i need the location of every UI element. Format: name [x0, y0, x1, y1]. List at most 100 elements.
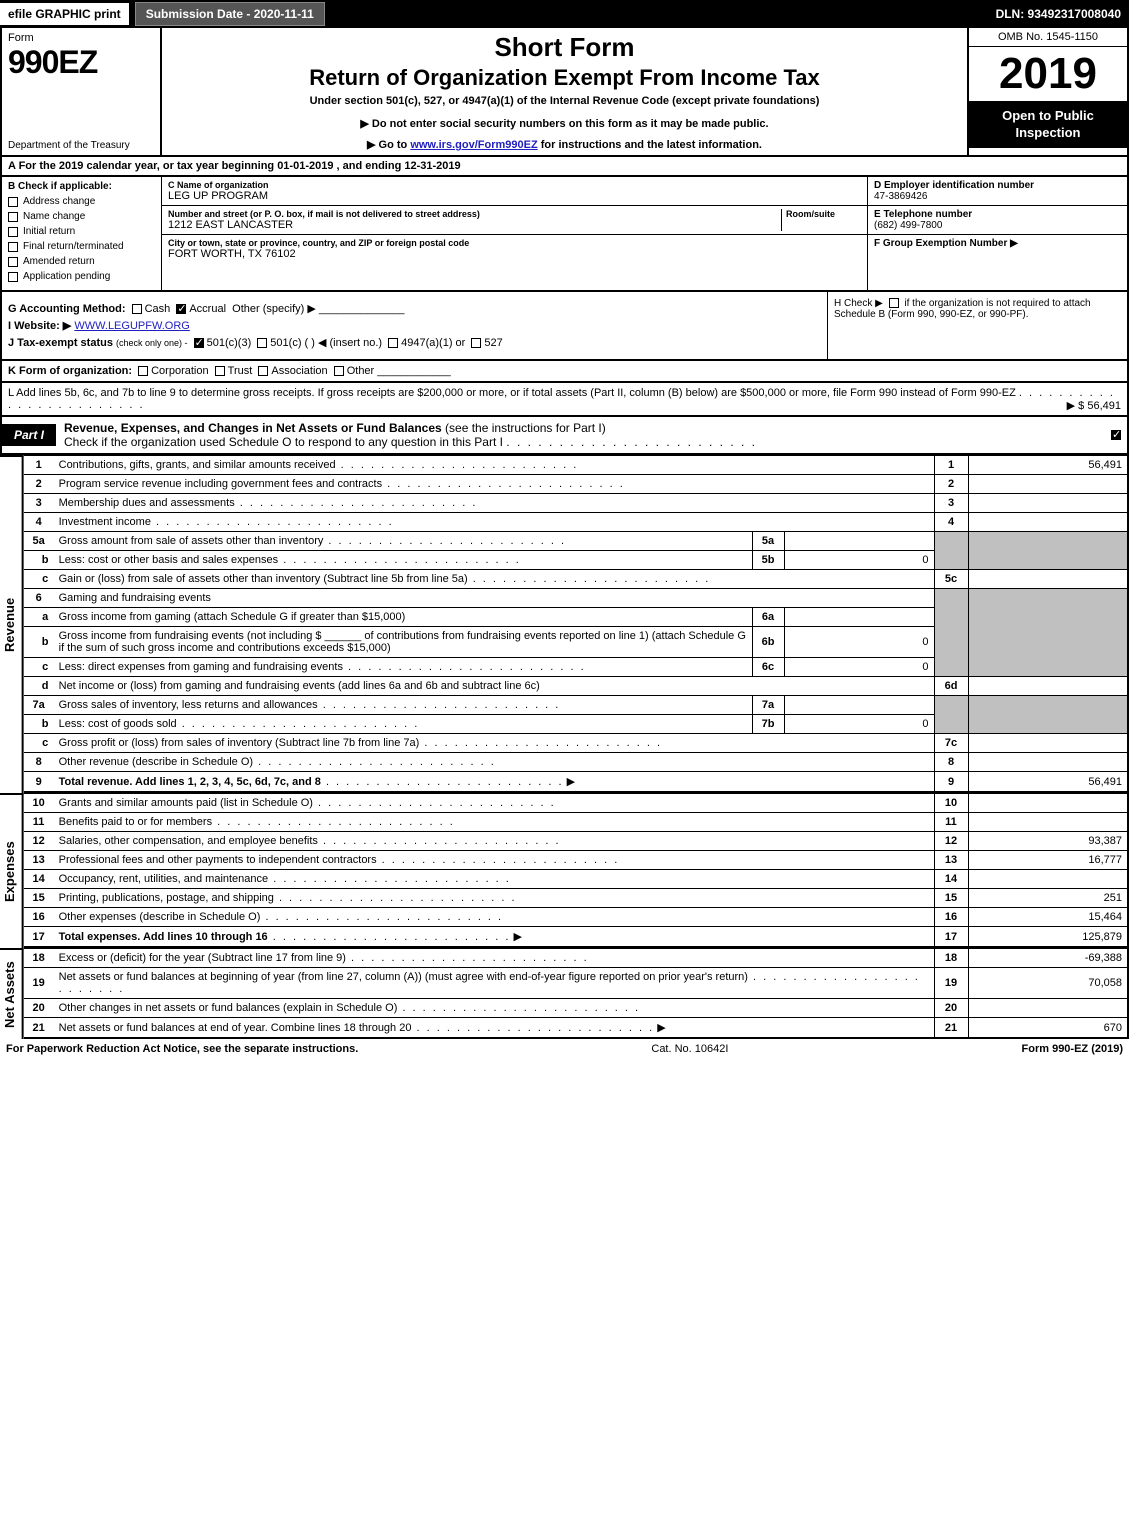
tax-year-big: 2019 — [969, 47, 1127, 102]
revenue-side-label: Revenue — [0, 455, 24, 793]
return-title: Return of Organization Exempt From Incom… — [166, 65, 963, 91]
l7b-val: 0 — [784, 715, 934, 734]
chk-trust[interactable] — [215, 366, 225, 376]
header-center: Short Form Return of Organization Exempt… — [162, 28, 967, 155]
line-12: 12Salaries, other compensation, and empl… — [24, 832, 1128, 851]
line-13: 13Professional fees and other payments t… — [24, 851, 1128, 870]
l16-desc: Other expenses (describe in Schedule O) — [59, 911, 261, 923]
l5c-desc: Gain or (loss) from sale of assets other… — [59, 573, 468, 585]
l6-desc: Gaming and fundraising events — [54, 589, 934, 608]
line-5a: 5a Gross amount from sale of assets othe… — [24, 532, 1128, 551]
chk-h[interactable] — [889, 298, 899, 308]
chk-cash[interactable] — [132, 304, 142, 314]
chk-label: Name change — [23, 211, 85, 222]
c-city-label: City or town, state or province, country… — [168, 238, 861, 248]
line-7a: 7a Gross sales of inventory, less return… — [24, 696, 1128, 715]
line-4: 4 Investment income 4 — [24, 513, 1128, 532]
chk-assoc[interactable] — [258, 366, 268, 376]
chk-501c3[interactable] — [194, 338, 204, 348]
line-20: 20Other changes in net assets or fund ba… — [24, 999, 1128, 1018]
g-cash: Cash — [145, 303, 171, 315]
l20-desc: Other changes in net assets or fund bala… — [59, 1002, 398, 1014]
l15-amt: 251 — [968, 889, 1128, 908]
j-note: (check only one) - — [116, 338, 188, 348]
expenses-side-label: Expenses — [0, 793, 24, 948]
l7a-desc: Gross sales of inventory, less returns a… — [59, 699, 318, 711]
line-a: A For the 2019 calendar year, or tax yea… — [0, 157, 1129, 177]
part1-tab: Part I — [2, 424, 56, 446]
footer-left: For Paperwork Reduction Act Notice, see … — [6, 1043, 358, 1055]
chk-application-pending[interactable]: Application pending — [8, 271, 155, 282]
ssn-warning: ▶ Do not enter social security numbers o… — [166, 117, 963, 130]
l19-desc: Net assets or fund balances at beginning… — [59, 971, 748, 983]
chk-initial-return[interactable]: Initial return — [8, 226, 155, 237]
l21-desc: Net assets or fund balances at end of ye… — [59, 1022, 412, 1034]
line-7c: c Gross profit or (loss) from sales of i… — [24, 734, 1128, 753]
dln: DLN: 93492317008040 — [996, 7, 1129, 21]
l18-amt: -69,388 — [968, 949, 1128, 968]
chk-final-return[interactable]: Final return/terminated — [8, 241, 155, 252]
chk-527[interactable] — [471, 338, 481, 348]
top-bar: efile GRAPHIC print Submission Date - 20… — [0, 0, 1129, 28]
l10-desc: Grants and similar amounts paid (list in… — [59, 797, 313, 809]
chk-label: Final return/terminated — [23, 241, 124, 252]
page-footer: For Paperwork Reduction Act Notice, see … — [0, 1039, 1129, 1059]
part1-title-bold: Revenue, Expenses, and Changes in Net As… — [64, 421, 442, 435]
l9-desc: Total revenue. Add lines 1, 2, 3, 4, 5c,… — [59, 776, 321, 788]
l-amount: ▶ $ 56,491 — [1067, 399, 1121, 412]
ghij-block: G Accounting Method: Cash Accrual Other … — [0, 292, 1129, 361]
line-15: 15Printing, publications, postage, and s… — [24, 889, 1128, 908]
chk-accrual[interactable] — [176, 304, 186, 314]
line-3: 3 Membership dues and assessments 3 — [24, 494, 1128, 513]
l16-amt: 15,464 — [968, 908, 1128, 927]
revenue-table: 1 Contributions, gifts, grants, and simi… — [24, 455, 1129, 793]
efile-label: efile GRAPHIC print — [0, 3, 129, 25]
k-trust: Trust — [228, 365, 253, 377]
j-501c3: 501(c)(3) — [207, 337, 252, 349]
l6b-desc1: Gross income from fundraising events (no… — [59, 630, 322, 642]
l18-desc: Excess or (deficit) for the year (Subtra… — [59, 952, 346, 964]
part1-checkbox[interactable] — [1111, 430, 1121, 440]
chk-address-change[interactable]: Address change — [8, 196, 155, 207]
i-label: I Website: ▶ — [8, 320, 71, 332]
ein: 47-3869426 — [874, 191, 1121, 202]
header-right: OMB No. 1545-1150 2019 Open to Public In… — [967, 28, 1127, 155]
line-16: 16Other expenses (describe in Schedule O… — [24, 908, 1128, 927]
f-label: F Group Exemption Number ▶ — [874, 238, 1018, 249]
chk-corp[interactable] — [138, 366, 148, 376]
chk-other-org[interactable] — [334, 366, 344, 376]
phone: (682) 499-7800 — [874, 220, 1121, 231]
room-label: Room/suite — [786, 209, 861, 219]
line-6d: d Net income or (loss) from gaming and f… — [24, 677, 1128, 696]
footer-right: Form 990-EZ (2019) — [1022, 1043, 1123, 1055]
line-i: I Website: ▶ WWW.LEGUPFW.ORG — [8, 319, 821, 332]
chk-name-change[interactable]: Name change — [8, 211, 155, 222]
form-number: 990EZ — [8, 44, 154, 81]
org-name: LEG UP PROGRAM — [168, 190, 861, 202]
chk-4947[interactable] — [388, 338, 398, 348]
line-j: J Tax-exempt status (check only one) - 5… — [8, 336, 821, 349]
chk-501c[interactable] — [257, 338, 267, 348]
l1-desc: Contributions, gifts, grants, and simila… — [59, 459, 336, 471]
entity-block: B Check if applicable: Address change Na… — [0, 177, 1129, 292]
l12-desc: Salaries, other compensation, and employ… — [59, 835, 318, 847]
part1-title-rest: (see the instructions for Part I) — [445, 421, 606, 435]
website-link[interactable]: WWW.LEGUPFW.ORG — [74, 320, 190, 332]
l6b-val: 0 — [784, 627, 934, 658]
j-4947: 4947(a)(1) or — [401, 337, 465, 349]
line-k: K Form of organization: Corporation Trus… — [0, 361, 1129, 383]
goto-line: ▶ Go to www.irs.gov/Form990EZ for instru… — [166, 138, 963, 151]
l19-amt: 70,058 — [968, 968, 1128, 999]
l5b-val: 0 — [784, 551, 934, 570]
line-5c: c Gain or (loss) from sale of assets oth… — [24, 570, 1128, 589]
omb-number: OMB No. 1545-1150 — [969, 28, 1127, 47]
line-2: 2 Program service revenue including gove… — [24, 475, 1128, 494]
chk-amended-return[interactable]: Amended return — [8, 256, 155, 267]
part1-check-text: Check if the organization used Schedule … — [64, 435, 503, 449]
l7b-desc: Less: cost of goods sold — [59, 718, 177, 730]
open-public: Open to Public Inspection — [969, 102, 1127, 148]
line-6: 6 Gaming and fundraising events — [24, 589, 1128, 608]
l-text: L Add lines 5b, 6c, and 7b to line 9 to … — [8, 387, 1016, 399]
l2-desc: Program service revenue including govern… — [59, 478, 382, 490]
goto-link[interactable]: www.irs.gov/Form990EZ — [410, 139, 537, 151]
